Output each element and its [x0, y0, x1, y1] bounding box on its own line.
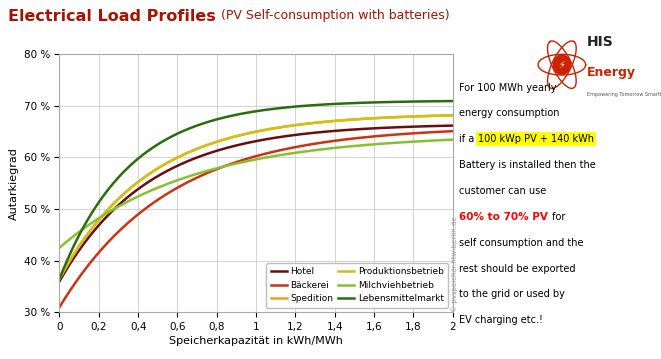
Text: For 100 MWh yearly: For 100 MWh yearly [459, 83, 557, 93]
Circle shape [553, 54, 571, 75]
Text: energy consumption: energy consumption [459, 108, 560, 118]
Text: 60% to 70% PV: 60% to 70% PV [459, 212, 548, 222]
Text: self consumption and the: self consumption and the [459, 238, 584, 248]
Text: ⚡: ⚡ [559, 60, 565, 70]
Text: customer can use: customer can use [459, 186, 547, 196]
Text: Battery is installed then the: Battery is installed then the [459, 160, 596, 170]
Text: Energy: Energy [587, 66, 636, 79]
Legend: Hotel, Bäckerei, Spedition, Produktionsbetrieb, Milchviehbetrieb, Lebensmittelma: Hotel, Bäckerei, Spedition, Produktionsb… [266, 263, 448, 308]
Text: Empowering Tomorrow Smartly: Empowering Tomorrow Smartly [587, 92, 661, 97]
Text: HIS: HIS [587, 36, 613, 50]
Text: if a: if a [459, 134, 478, 144]
Text: to the grid or used by: to the grid or used by [459, 289, 565, 299]
Text: for: for [549, 212, 566, 222]
Text: EV charging etc.!: EV charging etc.! [459, 315, 543, 325]
Text: rest should be exported: rest should be exported [459, 264, 576, 274]
Text: Electrical Load Profiles: Electrical Load Profiles [8, 9, 215, 24]
Text: © pvspeicher.htw-berlin.de: © pvspeicher.htw-berlin.de [451, 217, 458, 312]
Text: 100 kWp PV + 140 kWh: 100 kWp PV + 140 kWh [478, 134, 594, 144]
X-axis label: Speicherkapazität in kWh/MWh: Speicherkapazität in kWh/MWh [169, 336, 343, 346]
Y-axis label: Autarkiegrad: Autarkiegrad [9, 147, 19, 219]
Text: (PV Self-consumption with batteries): (PV Self-consumption with batteries) [217, 9, 449, 22]
